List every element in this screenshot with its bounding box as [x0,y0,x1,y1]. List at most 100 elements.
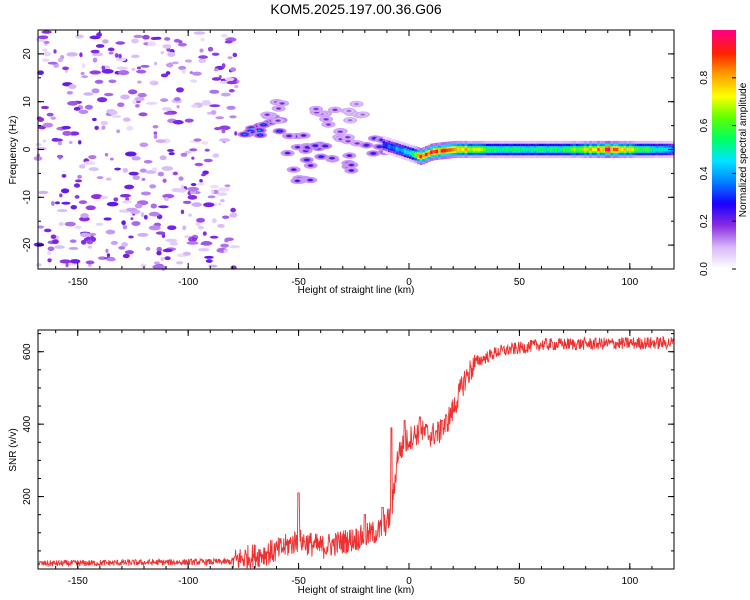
noise-speckle [227,56,233,60]
signal-band-cell [639,147,643,152]
signal-band-cell [499,147,503,152]
signal-band-cell [440,149,445,153]
spectrogram-x-axis-label: Height of straight line (km) [298,285,415,296]
noise-speckle [168,152,175,156]
colorbar-step [712,51,736,55]
noise-speckle [87,245,92,249]
noise-speckle [162,44,172,49]
signal-band-cell [631,147,635,152]
colorbar-step [712,225,736,228]
signal-band-cell [578,147,582,152]
noise-speckle [85,205,96,211]
x-tick-label: -150 [68,277,88,288]
noise-speckle [136,69,147,74]
noise-speckle [56,209,68,213]
noise-speckle [68,247,79,250]
noise-speckle [75,34,84,39]
signal-band-cell [586,147,590,152]
colorbar-step [712,211,736,214]
noise-speckle [43,40,50,44]
colorbar-step [712,147,736,151]
signal-band-cell [520,147,524,152]
noise-speckle [207,195,216,199]
colorbar-tick-label: 0.8 [699,70,710,84]
signal-band-cell [549,147,553,152]
colorbar-step [712,189,736,192]
signal-band-cell [456,147,460,152]
noise-speckle [96,32,103,38]
noise-speckle [137,232,149,237]
noise-speckle [202,231,207,236]
signal-band-cell [401,148,405,153]
y-tick-label: -10 [22,190,33,205]
noise-speckle [189,79,198,83]
signal-band-cell [634,147,638,152]
noise-speckle [224,238,229,243]
noise-speckle [220,199,225,203]
noise-speckle [153,261,160,265]
noise-speckle [100,120,108,126]
colorbar-step [712,177,736,180]
noise-speckle [171,61,179,65]
signal-cluster [332,127,365,147]
spectrogram-y-axis-label: Frequency (Hz) [8,116,19,185]
cluster-blob [308,179,312,181]
y-tick-label: 0 [22,146,33,152]
cluster-blob [355,142,359,145]
noise-speckle [103,217,112,221]
noise-speckle [210,184,219,189]
noise-speckle [116,129,121,134]
noise-speckle [139,142,149,148]
noise-speckle [160,73,169,78]
noise-speckle [101,65,106,70]
noise-speckle [210,109,217,115]
signal-band-cell [411,152,415,156]
colorbar-step [712,223,736,226]
signal-band-cell [660,147,664,152]
colorbar-gradient [712,30,736,270]
noise-speckle [116,57,127,62]
signal-band-cell [491,147,495,152]
signal-cluster [299,141,333,164]
noise-speckle [131,156,141,161]
noise-speckle [145,246,151,251]
noise-speckle [143,214,148,220]
cluster-blob [308,164,313,167]
noise-speckle [61,173,67,178]
noise-speckle [85,260,95,265]
signal-band-cell [403,149,407,154]
y-tick-label: -20 [22,237,33,252]
noise-speckle [229,245,241,249]
colorbar-step [712,30,736,33]
colorbar-step [712,61,736,65]
noise-speckle [154,36,162,40]
noise-speckle [160,50,164,55]
noise-speckle [218,202,222,206]
noise-speckle [186,241,199,245]
colorbar-step [712,95,736,99]
noise-speckle [122,117,131,122]
noise-speckle [171,187,182,193]
noise-speckle [178,40,183,44]
cluster-blob [305,159,309,161]
colorbar-step [712,183,736,186]
cluster-blob [277,130,282,132]
signal-band-cell [419,154,423,159]
colorbar-tick-label: 0.6 [699,118,710,132]
colorbar-step [712,247,736,250]
noise-speckle [221,63,226,69]
snr-ticks: -150 -100 -50 0 50 100 200 400 600 [22,330,675,587]
noise-speckle [120,209,127,213]
cluster-blob [347,110,351,112]
noise-speckle [74,179,83,183]
colorbar-step [712,43,736,47]
noise-speckle [43,228,52,233]
signal-band-cell [652,147,657,152]
colorbar-step [712,37,736,41]
noise-speckle [167,51,176,57]
signal-band-cell [446,148,450,152]
signal-band-cell [575,147,580,152]
signal-band-cell [573,147,577,152]
noise-speckle [50,234,57,240]
